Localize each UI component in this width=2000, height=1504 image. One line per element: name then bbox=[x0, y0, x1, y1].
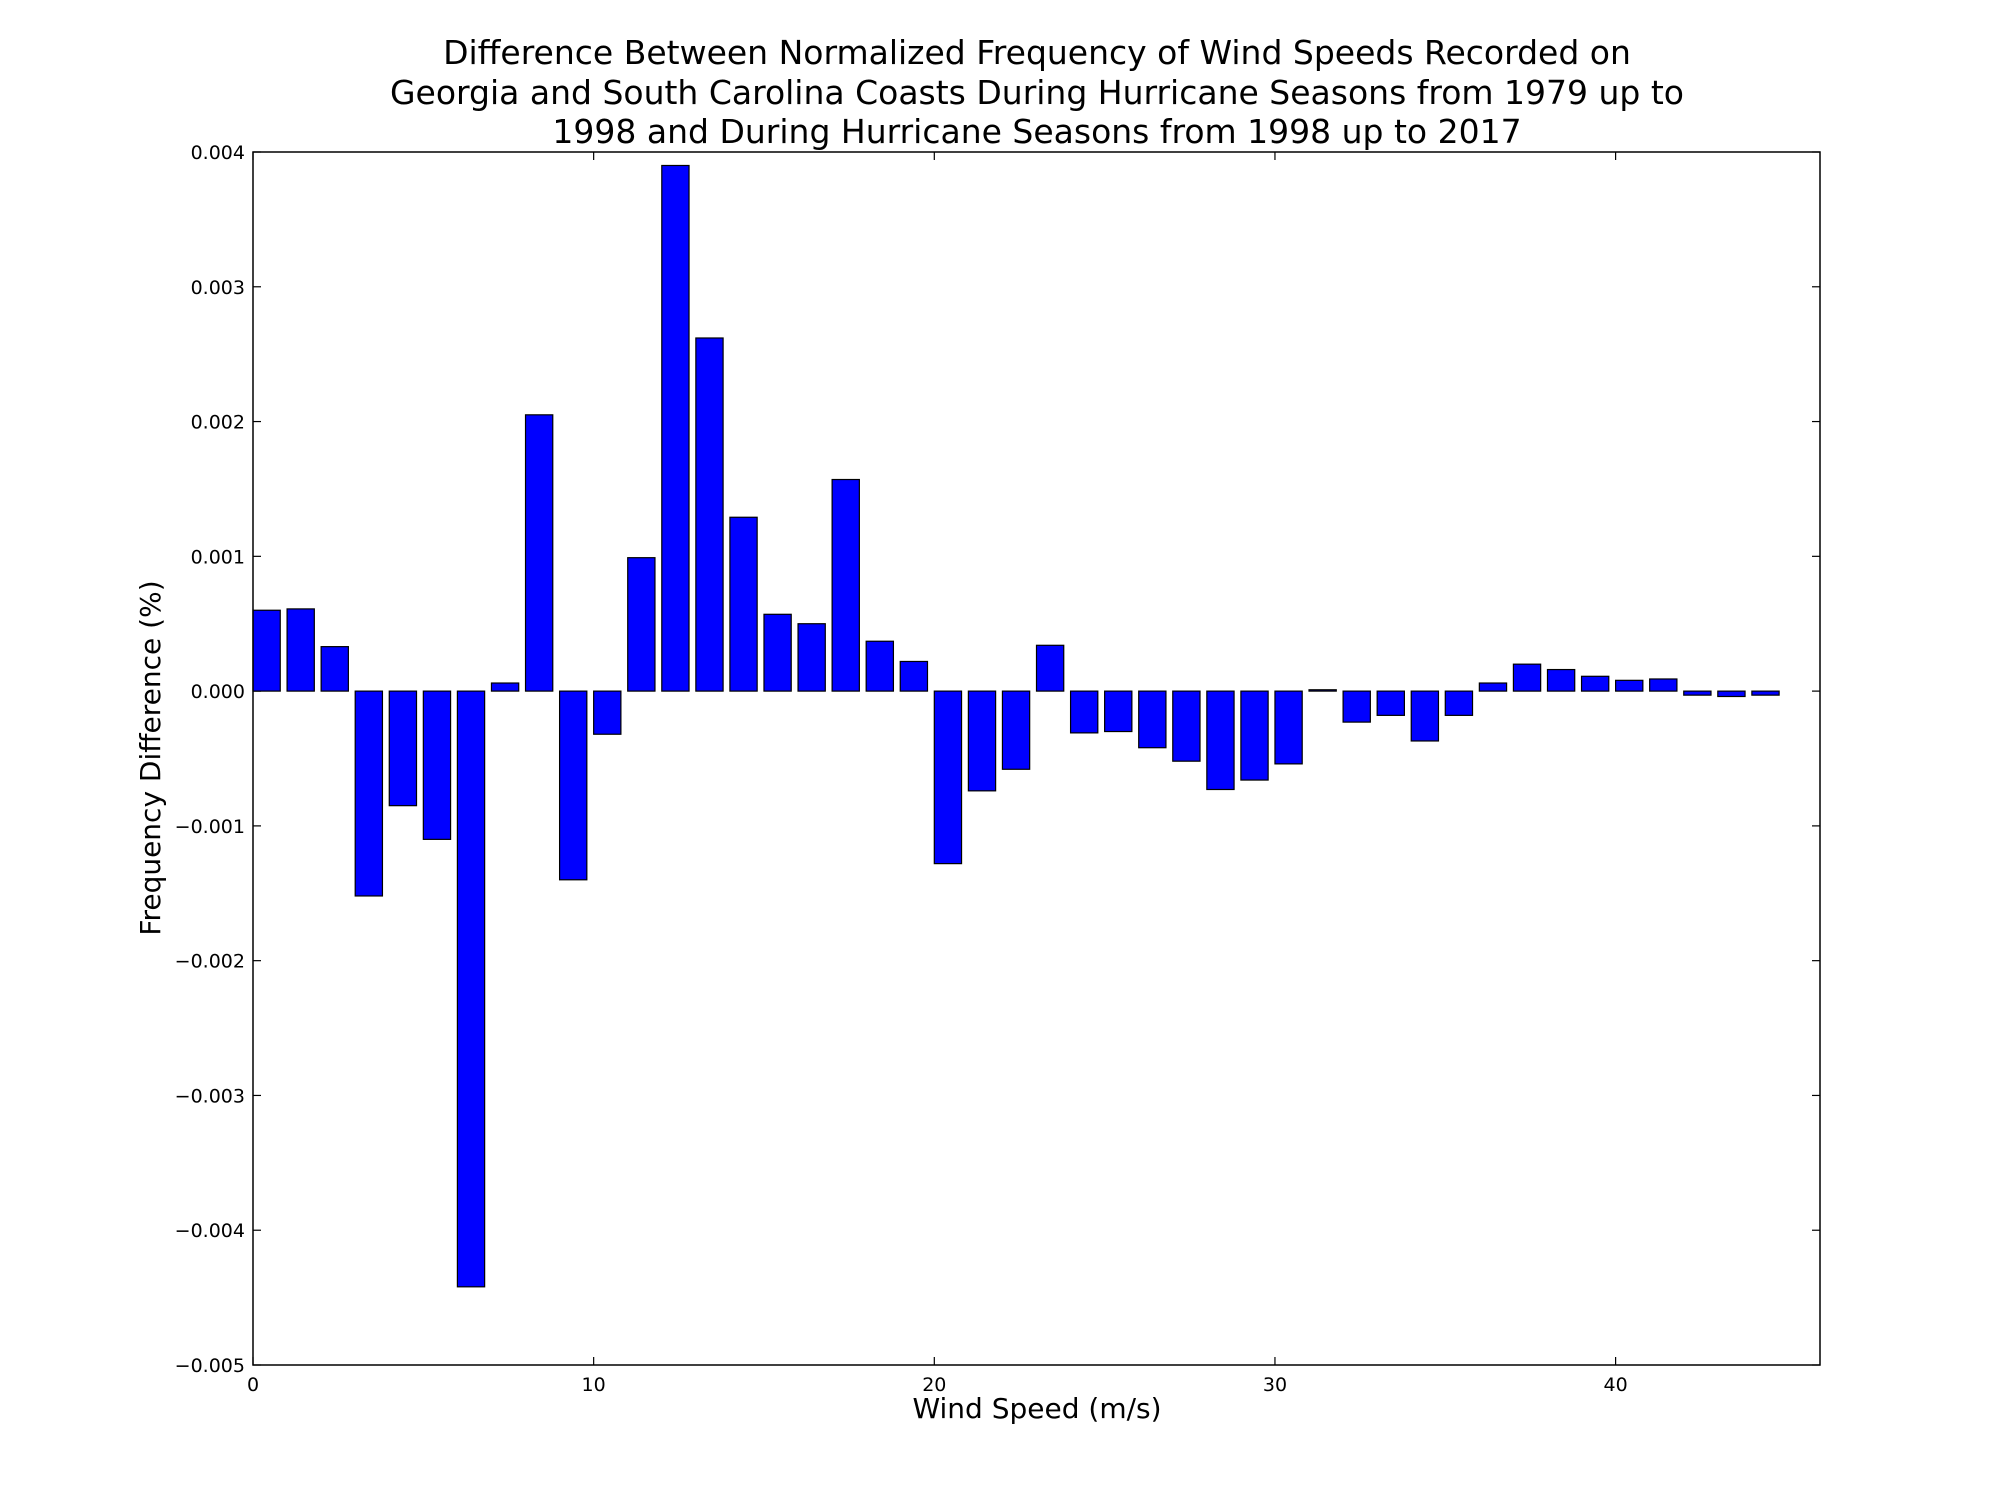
y-tick-label: 0.001 bbox=[191, 546, 245, 568]
bar bbox=[1751, 690, 1780, 696]
y-tick-label: −0.005 bbox=[175, 1355, 245, 1377]
bar bbox=[797, 623, 826, 692]
y-tick-label: 0.000 bbox=[191, 681, 245, 703]
bar bbox=[1580, 675, 1610, 692]
y-tick-label: 0.003 bbox=[191, 277, 245, 299]
bar bbox=[1001, 690, 1031, 770]
bar bbox=[524, 414, 554, 692]
bar bbox=[1069, 690, 1099, 734]
y-axis-label: Frequency Difference (%) bbox=[134, 580, 167, 935]
x-tick-label: 30 bbox=[1263, 1374, 1287, 1396]
bar bbox=[490, 682, 520, 692]
bar bbox=[899, 660, 929, 692]
axis-ticks: 0 10 20 30 40 0.004 0.003 0.002 0.001 0.000 −0.001… bbox=[175, 142, 1820, 1396]
bar bbox=[967, 690, 997, 792]
y-tick-label: −0.003 bbox=[175, 1085, 245, 1107]
bars bbox=[252, 164, 1780, 1288]
bar bbox=[627, 557, 656, 692]
bar bbox=[1342, 690, 1371, 723]
bar bbox=[354, 690, 384, 897]
bar bbox=[1274, 690, 1303, 765]
bar bbox=[286, 608, 315, 692]
y-tick-label: −0.001 bbox=[175, 816, 245, 838]
x-tick-label: 10 bbox=[582, 1374, 606, 1396]
chart-title-line-3: 1998 and During Hurricane Seasons from 1… bbox=[552, 112, 1521, 151]
bar bbox=[1649, 678, 1678, 692]
y-tick-label: 0.002 bbox=[191, 412, 245, 434]
bar bbox=[1512, 663, 1542, 692]
bar bbox=[865, 640, 895, 692]
chart-title-line-2: Georgia and South Carolina Coasts During… bbox=[390, 73, 1684, 112]
bar bbox=[1717, 690, 1746, 698]
bar bbox=[558, 690, 588, 881]
y-tick-label: −0.002 bbox=[175, 951, 245, 973]
bar bbox=[933, 690, 963, 865]
chart-title-line-1: Difference Between Normalized Frequency … bbox=[443, 33, 1631, 72]
y-tick-label: 0.004 bbox=[191, 142, 245, 164]
bar bbox=[252, 609, 281, 692]
x-tick-label: 0 bbox=[247, 1374, 259, 1396]
bar bbox=[1104, 690, 1133, 733]
bar bbox=[1240, 690, 1269, 781]
bar bbox=[661, 164, 690, 692]
x-tick-label: 20 bbox=[922, 1374, 946, 1396]
chart-title: Difference Between Normalized Frequency … bbox=[390, 33, 1684, 151]
bar bbox=[1308, 689, 1337, 692]
y-tick-label: −0.004 bbox=[175, 1220, 245, 1242]
bar bbox=[1138, 690, 1167, 749]
bar bbox=[422, 690, 452, 840]
bar bbox=[1172, 690, 1201, 762]
bar bbox=[593, 690, 622, 735]
bar bbox=[1035, 644, 1065, 692]
bar bbox=[1615, 679, 1644, 692]
bar bbox=[388, 690, 418, 807]
bar bbox=[1444, 690, 1474, 716]
bar bbox=[1410, 690, 1440, 742]
bar bbox=[456, 690, 486, 1288]
x-tick-label: 40 bbox=[1604, 1374, 1628, 1396]
bar bbox=[1683, 690, 1712, 696]
x-axis-label: Wind Speed (m/s) bbox=[912, 1392, 1161, 1425]
bar bbox=[831, 478, 860, 692]
bar bbox=[1546, 668, 1576, 692]
bar bbox=[1376, 690, 1406, 716]
bar bbox=[695, 337, 724, 692]
bar bbox=[320, 646, 349, 692]
bar bbox=[729, 516, 758, 692]
bar bbox=[763, 613, 792, 692]
bar bbox=[1206, 690, 1235, 791]
plot-area-frame bbox=[252, 151, 1821, 1366]
bar bbox=[1478, 682, 1508, 692]
